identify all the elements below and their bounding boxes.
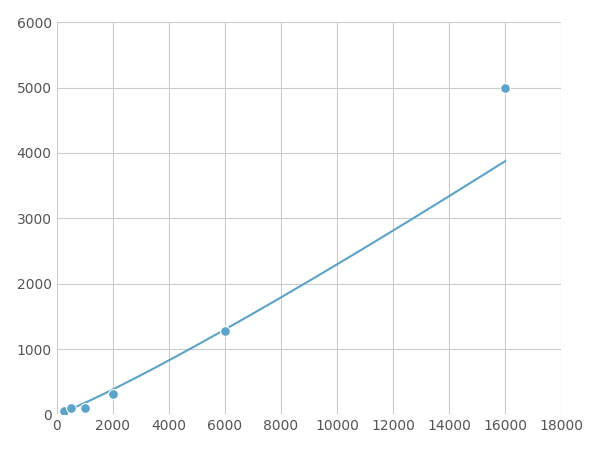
Point: [108, 391, 118, 398]
Point: [59, 408, 68, 415]
Point: [66, 405, 76, 412]
Point: [80, 404, 89, 411]
Point: [220, 327, 230, 334]
Point: [500, 84, 510, 91]
